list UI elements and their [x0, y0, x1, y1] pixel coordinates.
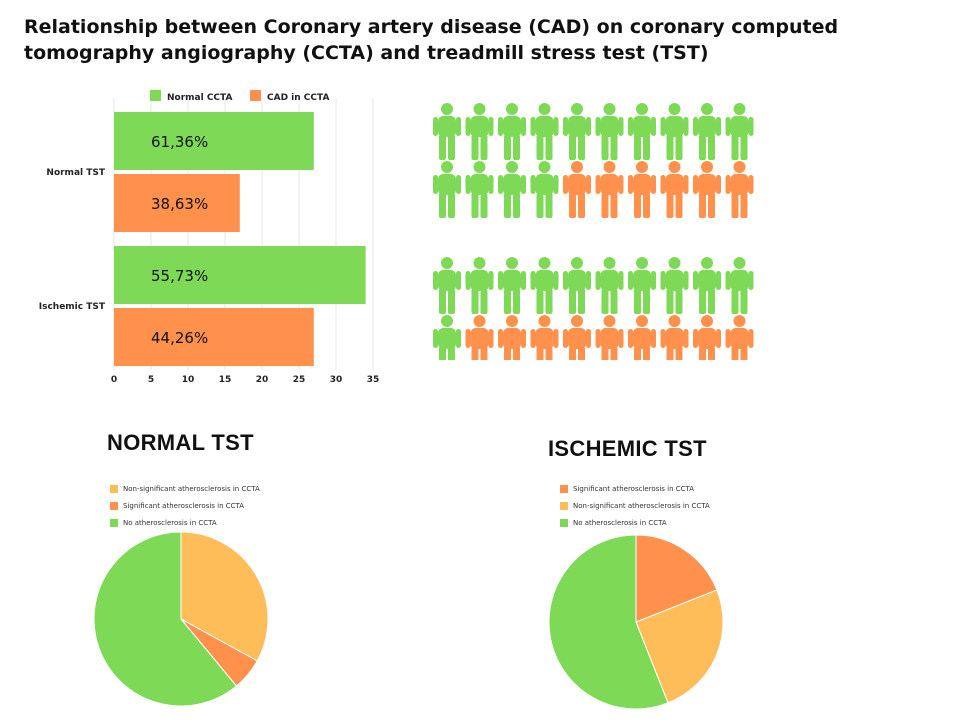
x-tick-label: 20: [256, 375, 269, 385]
legend-label: CAD in CCTA: [267, 93, 329, 103]
person-icon: [530, 315, 559, 360]
legend-item: Non-significant atherosclerosis in CCTA: [110, 480, 260, 497]
y-category-label: Normal TST: [46, 168, 105, 178]
legend-item: Non-significant atherosclerosis in CCTA: [560, 497, 710, 514]
person-icon: [693, 257, 721, 314]
legend-item: Significant atherosclerosis in CCTA: [110, 497, 260, 514]
person-icon: [530, 161, 559, 218]
person-icon: [498, 103, 526, 160]
legend-item: No atherosclerosis in CCTA: [560, 514, 710, 531]
legend-label: Non-significant atherosclerosis in CCTA: [123, 484, 260, 493]
bar-data-label: 55,73%: [151, 267, 208, 285]
legend-label: Significant atherosclerosis in CCTA: [123, 501, 245, 510]
person-icon: [660, 103, 689, 160]
x-tick-label: 30: [330, 375, 343, 385]
pie-slice: [548, 534, 669, 710]
legend-swatch: [110, 501, 118, 510]
person-icon: [693, 315, 721, 360]
legend-swatch: [560, 484, 568, 493]
pie-title-normal-tst: NORMAL TST: [107, 430, 254, 455]
bar-data-label: 44,26%: [151, 329, 208, 347]
person-icon: [628, 103, 656, 160]
bar: [114, 308, 314, 366]
bar: [114, 112, 314, 170]
person-icon: [498, 315, 526, 360]
person-icon: [433, 103, 461, 160]
legend-swatch: [250, 90, 261, 101]
person-icon: [693, 161, 721, 218]
person-icon: [465, 315, 494, 360]
legend-swatch: [110, 518, 118, 527]
person-icon: [725, 103, 754, 160]
x-tick-label: 35: [367, 375, 380, 385]
pie-slice: [635, 589, 724, 704]
x-tick-label: 5: [148, 375, 154, 385]
bar: [114, 174, 240, 232]
person-icon: [530, 257, 559, 314]
person-icon: [498, 161, 526, 218]
person-icon: [465, 257, 494, 314]
pictogram-chart: [433, 103, 754, 360]
legend-label: No atherosclerosis in CCTA: [123, 518, 217, 527]
legend-swatch: [110, 484, 118, 493]
person-icon: [465, 161, 494, 218]
x-tick-label: 15: [219, 375, 232, 385]
figure-title: Relationship between Coronary artery dis…: [24, 16, 839, 64]
legend-item: No atherosclerosis in CCTA: [110, 514, 260, 531]
legend-swatch: [560, 501, 568, 510]
person-icon: [595, 315, 624, 360]
person-icon: [660, 315, 689, 360]
person-icon: [433, 161, 461, 218]
person-icon: [595, 257, 624, 314]
person-icon: [725, 257, 754, 314]
person-icon: [725, 161, 754, 218]
x-tick-label: 10: [182, 375, 195, 385]
pie-slice: [635, 534, 718, 623]
pie-legend-ischemic-tst: Significant atherosclerosis in CCTA Non-s…: [560, 480, 710, 531]
person-icon: [563, 161, 591, 218]
legend-label: Normal CCTA: [167, 93, 232, 103]
person-icon: [628, 257, 656, 314]
pie-slice: [180, 531, 269, 662]
person-icon: [433, 257, 461, 314]
person-icon: [628, 161, 656, 218]
person-icon: [660, 257, 689, 314]
person-icon: [595, 161, 624, 218]
legend-label: Significant atherosclerosis in CCTA: [573, 484, 695, 493]
person-icon: [498, 257, 526, 314]
pie-chart-normal-tst: [93, 531, 269, 707]
person-icon: [530, 103, 559, 160]
legend-swatch: [560, 518, 568, 527]
pie-chart-ischemic-tst: [548, 534, 724, 710]
bar-data-label: 38,63%: [151, 195, 208, 213]
person-icon: [660, 161, 689, 218]
bar: [114, 246, 366, 304]
pie-slice: [93, 531, 238, 707]
legend-swatch: [150, 90, 161, 101]
person-icon: [725, 315, 754, 360]
person-icon: [693, 103, 721, 160]
person-icon: [595, 103, 624, 160]
y-category-label: Ischemic TST: [39, 302, 106, 312]
x-tick-label: 0: [111, 375, 117, 385]
legend-label: Non-significant atherosclerosis in CCTA: [573, 501, 710, 510]
x-tick-label: 25: [293, 375, 306, 385]
person-icon: [433, 315, 461, 360]
person-icon: [563, 257, 591, 314]
pie-legend-normal-tst: Non-significant atherosclerosis in CCTA S…: [110, 480, 260, 531]
pie-title-ischemic-tst: ISCHEMIC TST: [548, 436, 707, 461]
person-icon: [563, 103, 591, 160]
bar-chart: 0 5 10 15 20 25 30 35 Normal CCTA CAD in CCTA 61,3…: [39, 90, 380, 385]
person-icon: [628, 315, 656, 360]
bar-data-label: 61,36%: [151, 133, 208, 151]
person-icon: [465, 103, 494, 160]
legend-label: No atherosclerosis in CCTA: [573, 518, 667, 527]
legend-item: Significant atherosclerosis in CCTA: [560, 480, 710, 497]
person-icon: [563, 315, 591, 360]
